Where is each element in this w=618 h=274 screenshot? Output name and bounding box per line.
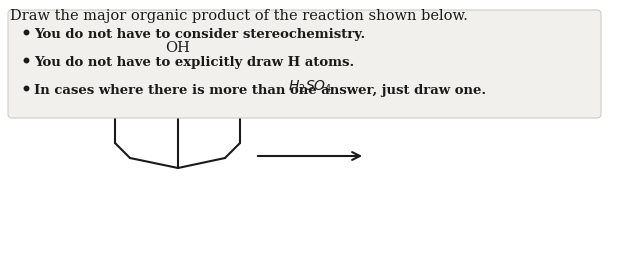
Text: You do not have to explicitly draw H atoms.: You do not have to explicitly draw H ato… xyxy=(34,56,354,69)
Text: OH: OH xyxy=(166,41,190,55)
Text: $H_2SO_4$: $H_2SO_4$ xyxy=(288,79,332,95)
Text: You do not have to consider stereochemistry.: You do not have to consider stereochemis… xyxy=(34,28,365,41)
Text: Draw the major organic product of the reaction shown below.: Draw the major organic product of the re… xyxy=(10,9,468,23)
Text: In cases where there is more than one answer, just draw one.: In cases where there is more than one an… xyxy=(34,84,486,97)
FancyBboxPatch shape xyxy=(8,10,601,118)
